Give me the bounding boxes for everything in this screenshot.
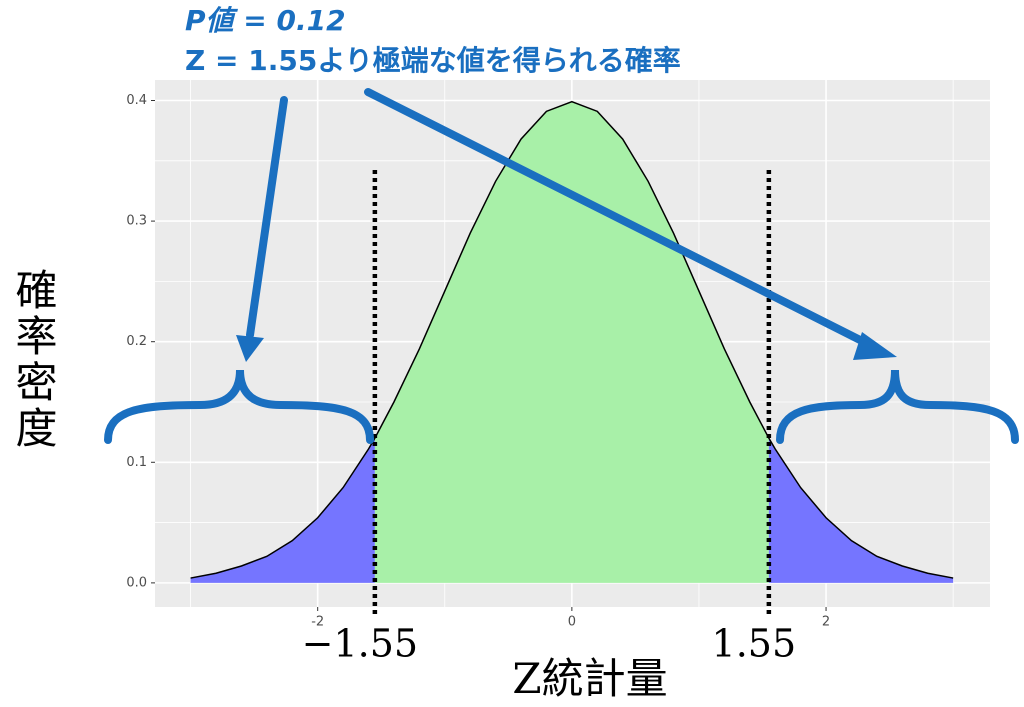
- y-tick-label: 0.4: [126, 93, 147, 108]
- tail-area: [190, 438, 375, 583]
- annotation: Z = 1.55より極端な値を得られる確率: [185, 44, 681, 77]
- tail-area: [768, 438, 954, 583]
- center-area: [374, 101, 769, 583]
- x-tick-label: -2: [311, 615, 324, 630]
- critical-label: −1.55: [302, 622, 418, 666]
- marks: [190, 100, 954, 614]
- x-tick-label: 0: [568, 615, 576, 630]
- x-tick-label: 2: [822, 615, 830, 630]
- density-curve: [190, 100, 954, 579]
- annotation: P値 = 0.12: [185, 4, 346, 37]
- y-tick-label: 0.1: [126, 455, 147, 470]
- y-tick-label: 0.3: [126, 214, 147, 229]
- x-axis-label: Z統計量: [512, 654, 667, 703]
- y-tick-label: 0.2: [126, 334, 147, 349]
- y-axis-label: 確率密度: [9, 268, 58, 452]
- annotation-arrows: [104, 88, 1019, 444]
- arrow-heads: [236, 332, 897, 362]
- y-tick-label: 0.0: [126, 575, 147, 590]
- critical-label: 1.55: [712, 622, 797, 666]
